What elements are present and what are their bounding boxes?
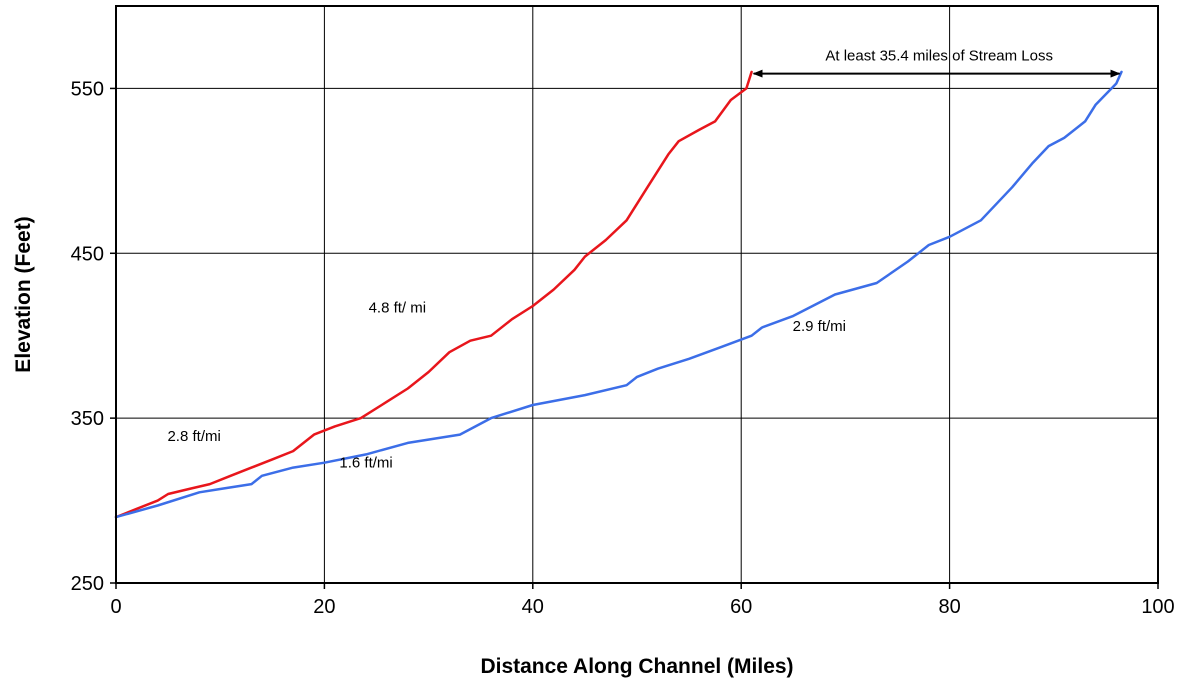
x-tick-label: 20 (313, 596, 335, 618)
annotation-label: 2.9 ft/mi (793, 318, 846, 335)
y-tick-label: 450 (71, 243, 104, 265)
annotation-label: 4.8 ft/ mi (369, 300, 427, 317)
annotations: 4.8 ft/ mi 2.8 ft/mi 1.6 ft/mi 2.9 ft/mi At … (167, 47, 1121, 472)
x-tick-label: 100 (1141, 596, 1174, 618)
annotation-label: At least 35.4 miles of Stream Loss (825, 47, 1053, 64)
annotation-label: 1.6 ft/mi (339, 455, 392, 472)
x-tick-label: 40 (522, 596, 544, 618)
series-lines (114, 70, 1123, 519)
y-tick-label: 550 (71, 78, 104, 100)
x-tick-label: 60 (730, 596, 752, 618)
y-axis-title: Elevation (Feet) (12, 216, 35, 372)
y-tick-label: 250 (71, 573, 104, 595)
x-axis-title: Distance Along Channel (Miles) (480, 655, 793, 678)
lower-profile-line (114, 70, 1123, 519)
gridlines (116, 6, 1158, 583)
x-tick-label: 80 (938, 596, 960, 618)
upper-profile-line (114, 70, 753, 519)
annotation-label: 2.8 ft/mi (167, 428, 220, 445)
y-tick-label: 350 (71, 408, 104, 430)
axis-ticks: 0 20 40 60 80 100 250 350 450 550 (71, 78, 1175, 618)
plot-area-frame (115, 5, 1159, 584)
x-tick-label: 0 (110, 596, 121, 618)
